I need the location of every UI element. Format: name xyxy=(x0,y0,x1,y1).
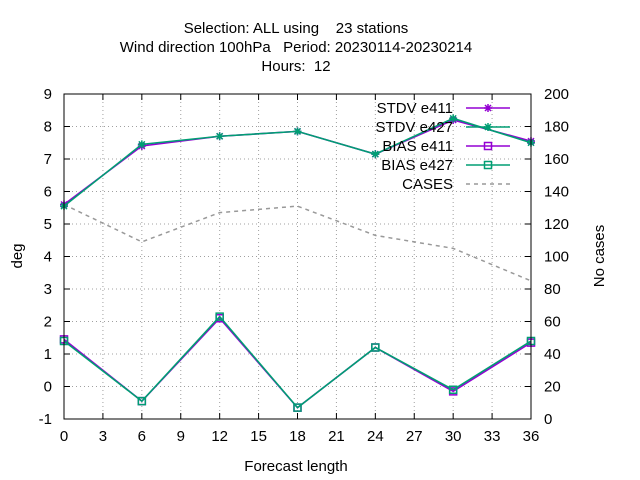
legend-item: STDV e411 xyxy=(377,100,510,117)
x-tick-label: 24 xyxy=(367,428,384,445)
x-axis-label: Forecast length xyxy=(244,458,347,475)
legend-item: BIAS e427 xyxy=(381,157,510,174)
x-tick-label: 33 xyxy=(484,428,501,445)
y-tick-label: 5 xyxy=(44,216,52,233)
x-tick-label: 3 xyxy=(99,428,107,445)
legend: STDV e411 STDV e427 BIAS e411 BIAS e427 CASE… xyxy=(375,100,510,193)
y2-tick-label: 180 xyxy=(544,119,569,136)
y2-tick-label: 60 xyxy=(544,314,561,331)
y-tick-label: 3 xyxy=(44,281,52,298)
y-tick-label: 8 xyxy=(44,119,52,136)
legend-marker xyxy=(484,104,492,112)
y-tick-label: 1 xyxy=(44,346,52,363)
data-point xyxy=(449,114,458,123)
x-tick-label: 15 xyxy=(250,428,267,445)
y2-tick-label: 80 xyxy=(544,281,561,298)
x-tick-label: 6 xyxy=(138,428,146,445)
y2-tick-label: 120 xyxy=(544,216,569,233)
y2-axis-label: No cases xyxy=(591,225,608,288)
y2-tick-label: 40 xyxy=(544,346,561,363)
data-point xyxy=(137,140,146,149)
series-line xyxy=(63,203,532,282)
x-tick-label: 9 xyxy=(177,428,185,445)
legend-marker xyxy=(484,123,492,131)
y-axis-label: deg xyxy=(9,243,26,268)
grid xyxy=(64,94,531,419)
x-tick-label: 12 xyxy=(211,428,228,445)
x-tick-label: 18 xyxy=(289,428,306,445)
data-point xyxy=(215,132,224,141)
chart-title-line: Wind direction 100hPa Period: 20230114-2… xyxy=(120,39,472,56)
legend-label: STDV e427 xyxy=(375,119,453,136)
data-point xyxy=(448,385,458,394)
y-tick-label: 2 xyxy=(44,314,52,331)
series-line xyxy=(63,315,532,409)
series-4 xyxy=(63,203,532,282)
y-tick-label: 9 xyxy=(44,86,52,103)
legend-label: STDV e411 xyxy=(377,100,453,117)
y-tick-label: 7 xyxy=(44,151,52,168)
y-tick-label: 0 xyxy=(44,379,52,396)
legend-item: STDV e427 xyxy=(375,119,510,136)
legend-label: BIAS e427 xyxy=(381,157,453,174)
legend-label: CASES xyxy=(402,176,453,193)
y2-tick-label: 200 xyxy=(544,86,569,103)
x-tick-label: 0 xyxy=(60,428,68,445)
x-tick-label: 21 xyxy=(328,428,345,445)
legend-marker xyxy=(483,141,493,151)
chart-title: Selection: ALL using 23 stations Wind dir… xyxy=(120,20,472,75)
chart-title-line: Hours: 12 xyxy=(261,58,330,75)
data-point xyxy=(371,343,380,352)
y-tick-label: 6 xyxy=(44,184,52,201)
chart-title-line: Selection: ALL using 23 stations xyxy=(184,20,409,37)
data-point xyxy=(215,312,224,321)
axis-ticks: 0 3 6 9 12 15 18 21 24 27 30 33 36-10123456789020406… xyxy=(39,86,569,445)
data-point xyxy=(293,403,302,412)
legend-label: BIAS e411 xyxy=(382,138,453,155)
x-tick-label: 27 xyxy=(406,428,423,445)
y2-tick-label: 20 xyxy=(544,379,561,396)
x-tick-label: 36 xyxy=(523,428,540,445)
y-tick-label: 4 xyxy=(44,249,52,266)
legend-marker xyxy=(483,160,493,170)
data-point xyxy=(137,396,147,406)
legend-item: CASES xyxy=(402,176,510,193)
data-point xyxy=(293,127,302,136)
y2-tick-label: 140 xyxy=(544,184,569,201)
y2-tick-label: 160 xyxy=(544,151,569,168)
y-tick-label: -1 xyxy=(39,411,52,428)
y2-tick-label: 0 xyxy=(544,411,552,428)
x-tick-label: 30 xyxy=(445,428,462,445)
y2-tick-label: 100 xyxy=(544,249,569,266)
data-point xyxy=(371,150,380,159)
legend-item: BIAS e411 xyxy=(382,138,510,155)
